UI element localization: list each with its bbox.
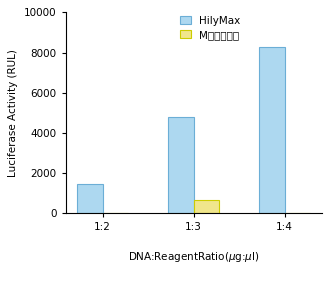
Bar [168, 117, 194, 214]
Bar [284, 213, 310, 214]
Bar [259, 46, 284, 214]
Y-axis label: Luciferase Activity (RUL): Luciferase Activity (RUL) [8, 49, 18, 177]
Bar [103, 213, 128, 214]
Bar [194, 200, 219, 214]
Bar [77, 184, 103, 214]
Legend: HilyMax, M社導入試薬: HilyMax, M社導入試薬 [178, 13, 243, 42]
Text: DNA:ReagentRatio($\mathit{\mu}$g:$\mathit{\mu}$l): DNA:ReagentRatio($\mathit{\mu}$g:$\mathi… [128, 250, 259, 263]
